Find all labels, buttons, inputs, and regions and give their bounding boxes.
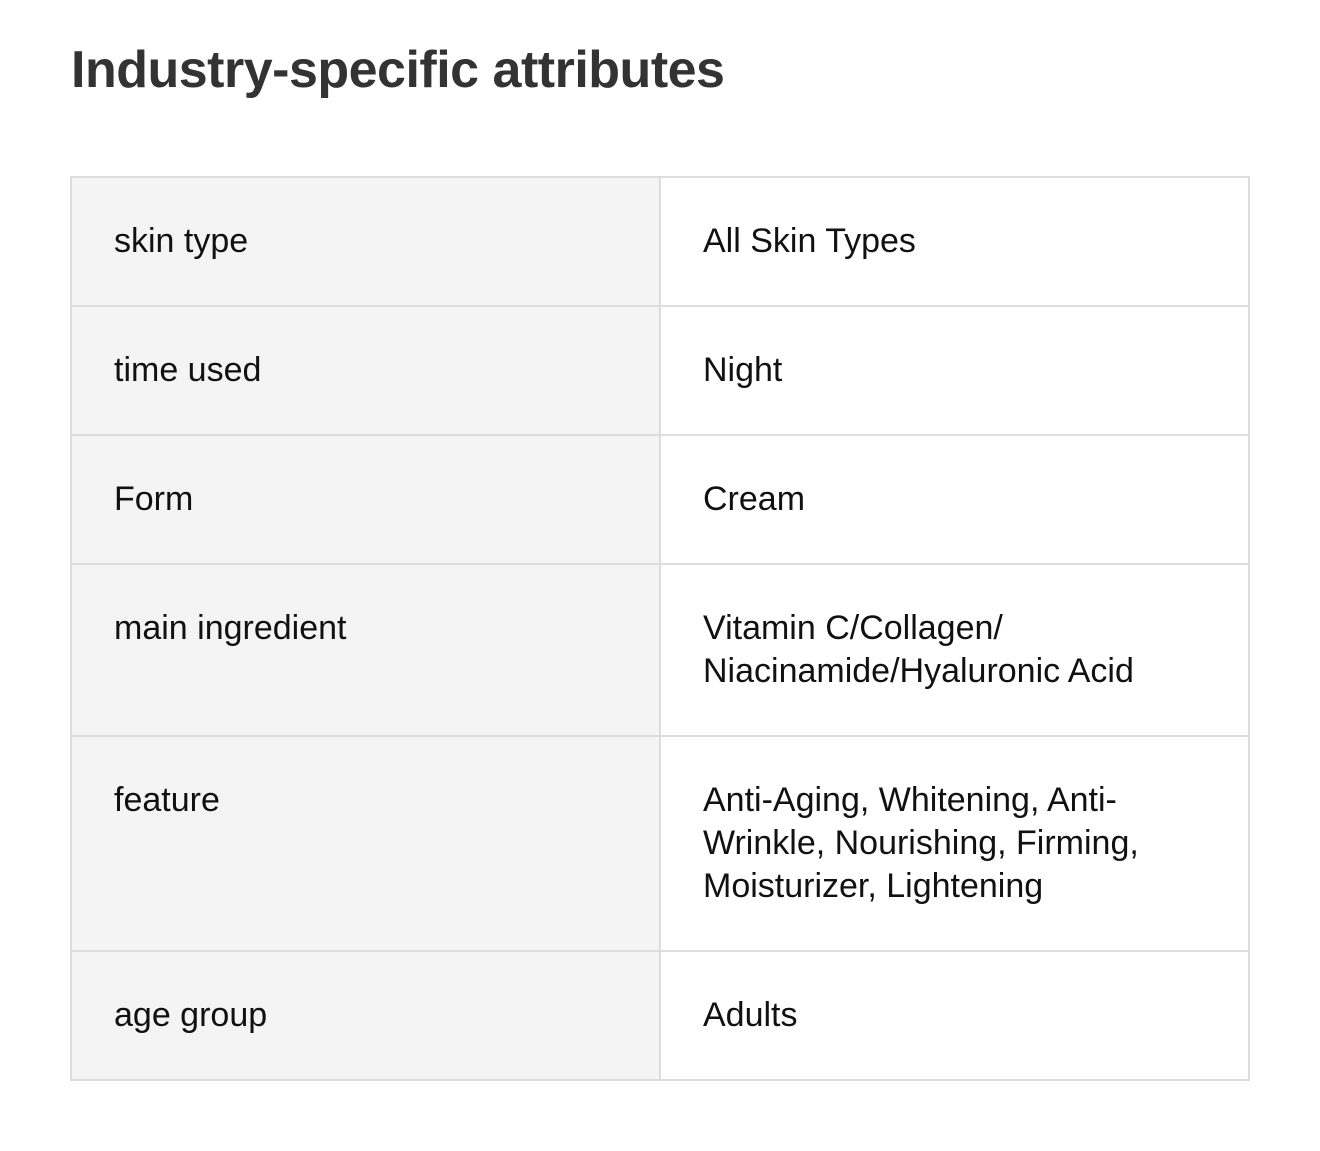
table-row: Form Cream [70,434,1250,565]
attribute-value: Cream [659,434,1250,565]
table-row: skin type All Skin Types [70,176,1250,307]
attribute-value: Adults [659,950,1250,1081]
attribute-name: feature [70,735,661,952]
attribute-value: All Skin Types [659,176,1250,307]
table-row: time used Night [70,305,1250,436]
section-title: Industry-specific attributes [71,41,725,99]
table-row: age group Adults [70,950,1250,1081]
attribute-value: Anti-Aging, Whitening, Anti-Wrinkle, Nou… [659,735,1250,952]
attribute-value: Vitamin C/Collagen/ Niacinamide/Hyaluron… [659,563,1250,737]
table-row: main ingredient Vitamin C/Collagen/ Niaci… [70,563,1250,737]
attributes-table: skin type All Skin Types time used Night For… [70,176,1250,1081]
attribute-name: time used [70,305,661,436]
attribute-name: main ingredient [70,563,661,737]
attribute-name: age group [70,950,661,1081]
attribute-name: skin type [70,176,661,307]
table-row: feature Anti-Aging, Whitening, Anti-Wrink… [70,735,1250,952]
attribute-name: Form [70,434,661,565]
attribute-value: Night [659,305,1250,436]
